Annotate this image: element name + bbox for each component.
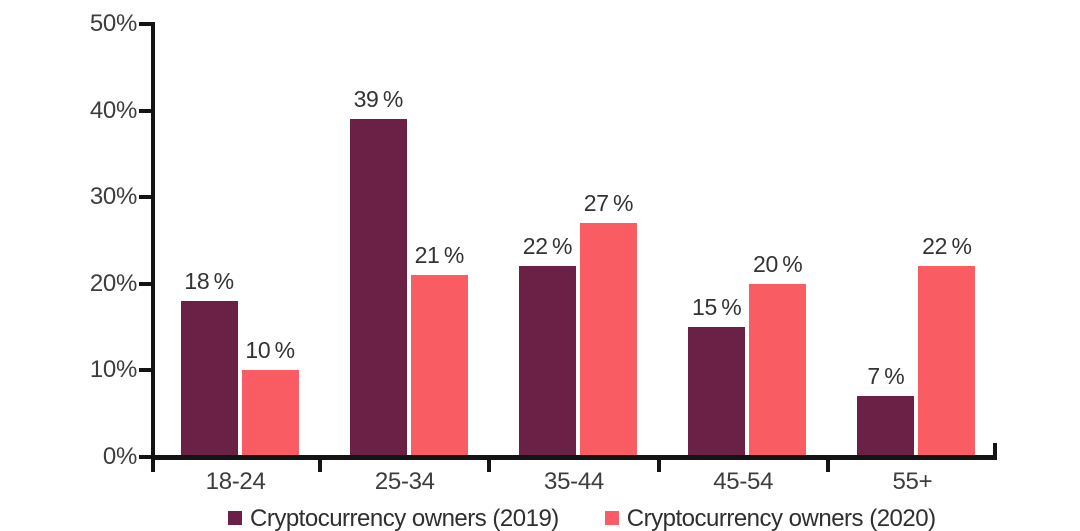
x-axis-end-cap	[993, 443, 997, 456]
bar-value-label: 10 %	[245, 337, 295, 364]
y-tick	[139, 455, 151, 459]
bar-2020-45-54	[749, 283, 807, 455]
bar-value-label: 20 %	[752, 250, 803, 277]
x-axis-line	[151, 455, 997, 460]
bar-value-label: 39 %	[353, 86, 404, 113]
y-tick-label: 10%	[89, 356, 137, 384]
bar-2019-45-54	[688, 327, 746, 455]
bar-2020-55+	[918, 266, 976, 455]
x-axis-label: 25-34	[374, 468, 435, 495]
x-axis-label: 45-54	[713, 468, 774, 495]
bar-2019-25-34	[349, 119, 407, 455]
bar-value-label: 22 %	[522, 233, 573, 260]
y-tick	[139, 22, 151, 26]
y-tick-label: 0%	[102, 443, 137, 470]
bar-value-label: 21 %	[414, 242, 465, 269]
legend-label-2020: Cryptocurrency owners (2020)	[626, 505, 936, 531]
legend-item-2020: Cryptocurrency owners (2020)	[604, 504, 936, 531]
chart-legend: Cryptocurrency owners (2019) Cryptocurre…	[228, 504, 936, 531]
bar-value-label: 27 %	[583, 190, 634, 217]
x-tick	[151, 459, 155, 472]
bar-2019-35-44	[519, 266, 576, 455]
x-tick	[656, 459, 661, 472]
y-axis-line	[151, 22, 155, 460]
y-tick-label: 30%	[89, 183, 137, 211]
y-tick	[139, 368, 151, 373]
bar-2020-35-44	[580, 223, 637, 455]
legend-swatch-2020	[604, 511, 619, 525]
legend-item-2019: Cryptocurrency owners (2019)	[228, 504, 559, 531]
x-tick	[487, 459, 492, 472]
x-axis-label: 55+	[892, 468, 933, 495]
bar-value-label: 7 %	[867, 363, 905, 390]
legend-label-2019: Cryptocurrency owners (2019)	[250, 505, 559, 531]
bar-2019-55+	[857, 396, 915, 455]
x-axis-label: 18-24	[205, 468, 266, 495]
x-axis-label: 35-44	[544, 468, 604, 495]
bar-2019-18-24	[180, 301, 238, 455]
y-tick-label: 50%	[89, 10, 137, 37]
bar-2020-25-34	[410, 275, 468, 455]
legend-swatch-2019	[228, 511, 242, 525]
y-tick	[139, 108, 151, 113]
y-tick-label: 40%	[89, 96, 137, 124]
y-tick-label: 20%	[89, 269, 137, 297]
y-tick	[139, 195, 151, 200]
y-tick	[139, 281, 151, 286]
bar-value-label: 22 %	[922, 233, 972, 260]
x-tick	[318, 459, 323, 472]
bar-value-label: 18 %	[184, 268, 234, 295]
bar-2020-18-24	[241, 370, 299, 455]
bar-value-label: 15 %	[691, 294, 742, 321]
x-tick	[825, 459, 830, 472]
